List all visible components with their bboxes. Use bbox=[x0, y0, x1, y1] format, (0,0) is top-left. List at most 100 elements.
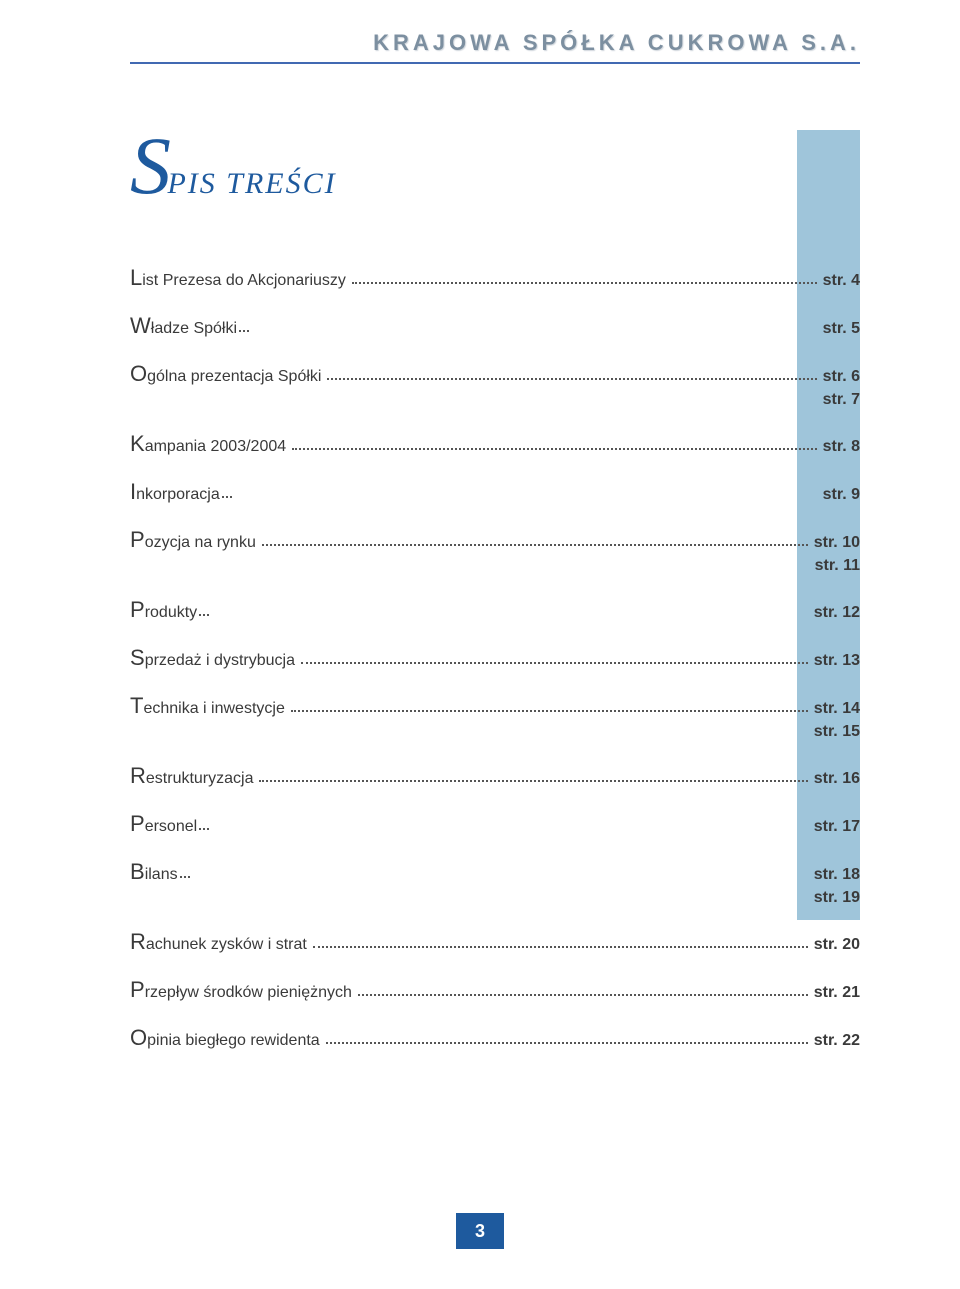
toc-rest: nkorporacja bbox=[136, 486, 220, 504]
toc-row: Kampania 2003/2004 str. 8 bbox=[130, 431, 860, 457]
toc-cap: P bbox=[130, 597, 145, 623]
toc-cap: K bbox=[130, 431, 145, 457]
toc-rest: przedaż i dystrybucja bbox=[145, 652, 295, 670]
toc-row: Inkorporacja str. 9 bbox=[130, 479, 860, 505]
company-name: KRAJOWA SPÓŁKA CUKROWA S.A. bbox=[373, 30, 860, 56]
toc-row: Władze Spółki str. 5 bbox=[130, 313, 860, 339]
toc-rest: estrukturyzacja bbox=[146, 770, 254, 788]
toc-page: str. 9 bbox=[823, 486, 860, 504]
title-dropcap: S bbox=[130, 125, 171, 207]
toc-label: Rachunek zysków i strat bbox=[130, 929, 307, 955]
toc-row: Rachunek zysków i strat str. 20 bbox=[130, 929, 860, 955]
page-title: S PIS TREŚCI bbox=[130, 125, 337, 207]
toc-rest: achunek zysków i strat bbox=[146, 936, 307, 954]
toc-row: Bilans str. 18 bbox=[130, 859, 860, 885]
toc-page: str. 15 bbox=[814, 723, 860, 741]
toc-row-extra: str. 11 bbox=[130, 557, 860, 575]
toc-page: str. 19 bbox=[814, 889, 860, 907]
toc-cap: R bbox=[130, 929, 146, 955]
page-container: KRAJOWA SPÓŁKA CUKROWA S.A. S PIS TREŚCI… bbox=[0, 0, 960, 1289]
toc-leader-dots-short bbox=[222, 496, 232, 498]
toc-rest: rzepływ środków pieniężnych bbox=[145, 984, 352, 1002]
toc-page: str. 4 bbox=[823, 272, 860, 290]
toc-rest: ampania 2003/2004 bbox=[145, 438, 286, 456]
toc-label: Władze Spółki bbox=[130, 313, 237, 339]
toc-row: Opinia biegłego rewidenta str. 22 bbox=[130, 1025, 860, 1051]
toc-leader-dots bbox=[291, 710, 808, 712]
toc-leader-dots bbox=[292, 448, 817, 450]
toc-cap: S bbox=[130, 645, 145, 671]
title-text: PIS TREŚCI bbox=[167, 167, 336, 201]
toc-page: str. 16 bbox=[814, 770, 860, 788]
toc-rest: ładze Spółki bbox=[151, 320, 237, 338]
toc-row: Pozycja na rynku str. 10 bbox=[130, 527, 860, 553]
toc-cap: P bbox=[130, 811, 145, 837]
toc-cap: P bbox=[130, 527, 145, 553]
toc-row: List Prezesa do Akcjonariuszy str. 4 bbox=[130, 265, 860, 291]
toc-page: str. 7 bbox=[823, 391, 860, 409]
toc-rest: rodukty bbox=[145, 604, 197, 622]
toc-cap: L bbox=[130, 265, 142, 291]
toc-cap: W bbox=[130, 313, 151, 339]
toc-label: Pozycja na rynku bbox=[130, 527, 256, 553]
toc-leader-dots-short bbox=[199, 828, 209, 830]
toc-leader-dots bbox=[262, 544, 808, 546]
toc-page: str. 12 bbox=[814, 604, 860, 622]
toc-leader-dots bbox=[352, 282, 817, 284]
toc-rest: ozycja na rynku bbox=[145, 534, 256, 552]
header: KRAJOWA SPÓŁKA CUKROWA S.A. bbox=[130, 30, 860, 64]
toc-cap: P bbox=[130, 977, 145, 1003]
toc-rest: gólna prezentacja Spółki bbox=[147, 368, 321, 386]
toc-label: List Prezesa do Akcjonariuszy bbox=[130, 265, 346, 291]
toc-label: Inkorporacja bbox=[130, 479, 220, 505]
toc-page: str. 13 bbox=[814, 652, 860, 670]
toc-row-extra: str. 19 bbox=[130, 889, 860, 907]
toc-leader-dots-short bbox=[180, 876, 190, 878]
toc-page: str. 8 bbox=[823, 438, 860, 456]
toc-page: str. 18 bbox=[814, 866, 860, 884]
toc-row: Sprzedaż i dystrybucja str. 13 bbox=[130, 645, 860, 671]
table-of-contents: List Prezesa do Akcjonariuszy str. 4 Władz… bbox=[130, 265, 860, 1073]
toc-label: Personel bbox=[130, 811, 197, 837]
toc-page: str. 22 bbox=[814, 1032, 860, 1050]
toc-label: Ogólna prezentacja Spółki bbox=[130, 361, 321, 387]
toc-cap: R bbox=[130, 763, 146, 789]
toc-leader-dots bbox=[301, 662, 808, 664]
toc-label: Przepływ środków pieniężnych bbox=[130, 977, 352, 1003]
toc-page: str. 20 bbox=[814, 936, 860, 954]
toc-label: Restrukturyzacja bbox=[130, 763, 253, 789]
toc-rest: ist Prezesa do Akcjonariuszy bbox=[142, 272, 346, 290]
toc-cap: B bbox=[130, 859, 145, 885]
toc-leader-dots bbox=[313, 946, 808, 948]
toc-cap: O bbox=[130, 1025, 147, 1051]
toc-row: Technika i inwestycje str. 14 bbox=[130, 693, 860, 719]
toc-row: Ogólna prezentacja Spółkistr. 6 bbox=[130, 361, 860, 387]
toc-page: str. 11 bbox=[815, 557, 860, 575]
toc-leader-dots bbox=[358, 994, 808, 996]
toc-row: Produkty str. 12 bbox=[130, 597, 860, 623]
toc-page: str. 10 bbox=[814, 534, 860, 552]
toc-page: str. 5 bbox=[823, 320, 860, 338]
toc-cap: O bbox=[130, 361, 147, 387]
page-number: 3 bbox=[456, 1213, 504, 1249]
header-rule bbox=[130, 62, 860, 64]
toc-leader-dots-short bbox=[199, 614, 209, 616]
toc-label: Technika i inwestycje bbox=[130, 693, 285, 719]
toc-page: str. 21 bbox=[814, 984, 860, 1002]
toc-row: Przepływ środków pieniężnych str. 21 bbox=[130, 977, 860, 1003]
toc-leader-dots bbox=[259, 780, 807, 782]
toc-label: Opinia biegłego rewidenta bbox=[130, 1025, 320, 1051]
toc-leader-dots bbox=[327, 378, 816, 380]
toc-row-extra: str. 7 bbox=[130, 391, 860, 409]
toc-cap: T bbox=[130, 693, 143, 719]
toc-row-extra: str. 15 bbox=[130, 723, 860, 741]
toc-leader-dots-short bbox=[239, 330, 249, 332]
toc-label: Produkty bbox=[130, 597, 197, 623]
toc-rest: ilans bbox=[145, 866, 178, 884]
toc-rest: pinia biegłego rewidenta bbox=[147, 1032, 320, 1050]
toc-rest: echnika i inwestycje bbox=[143, 700, 284, 718]
toc-label: Bilans bbox=[130, 859, 178, 885]
toc-rest: ersonel bbox=[145, 818, 197, 836]
toc-page: str. 14 bbox=[814, 700, 860, 718]
toc-label: Kampania 2003/2004 bbox=[130, 431, 286, 457]
